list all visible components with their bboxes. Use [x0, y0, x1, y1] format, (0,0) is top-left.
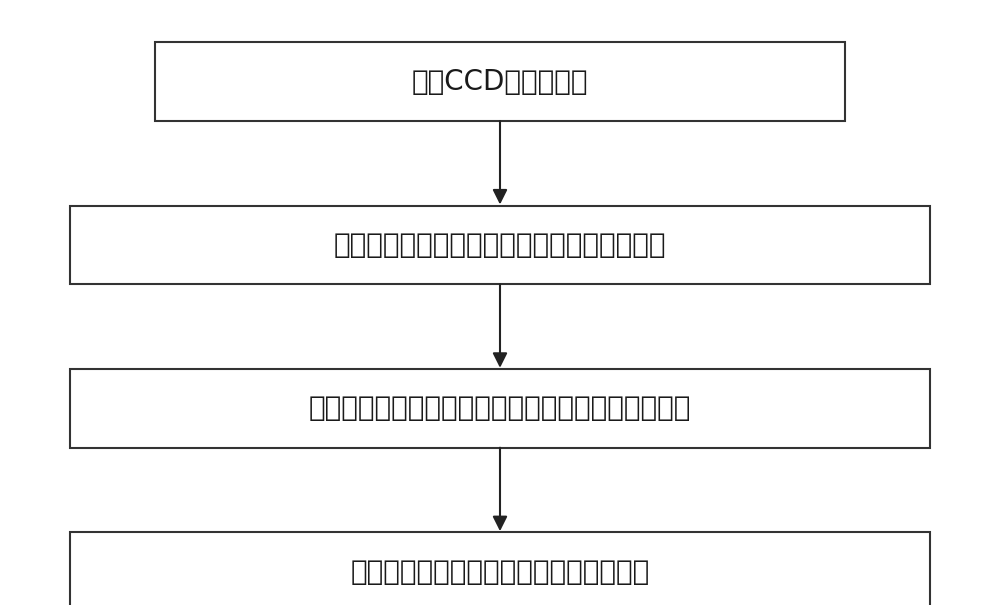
Bar [70, 532, 930, 605]
Text: 将刀柄、铣刀片分别放置在两个精密调平台上: 将刀柄、铣刀片分别放置在两个精密调平台上 [334, 231, 666, 259]
Bar [70, 369, 930, 448]
Text: 采用夹固方式将铣刀片夹紧固定在刀柄上: 采用夹固方式将铣刀片夹紧固定在刀柄上 [350, 558, 650, 586]
Bar [155, 42, 845, 121]
Text: 调整相应的精密调平台，使刀柄位于铣刀片的正下方: 调整相应的精密调平台，使刀柄位于铣刀片的正下方 [309, 394, 691, 422]
Text: 调试CCD数字相机组: 调试CCD数字相机组 [412, 68, 588, 96]
Bar [70, 206, 930, 284]
